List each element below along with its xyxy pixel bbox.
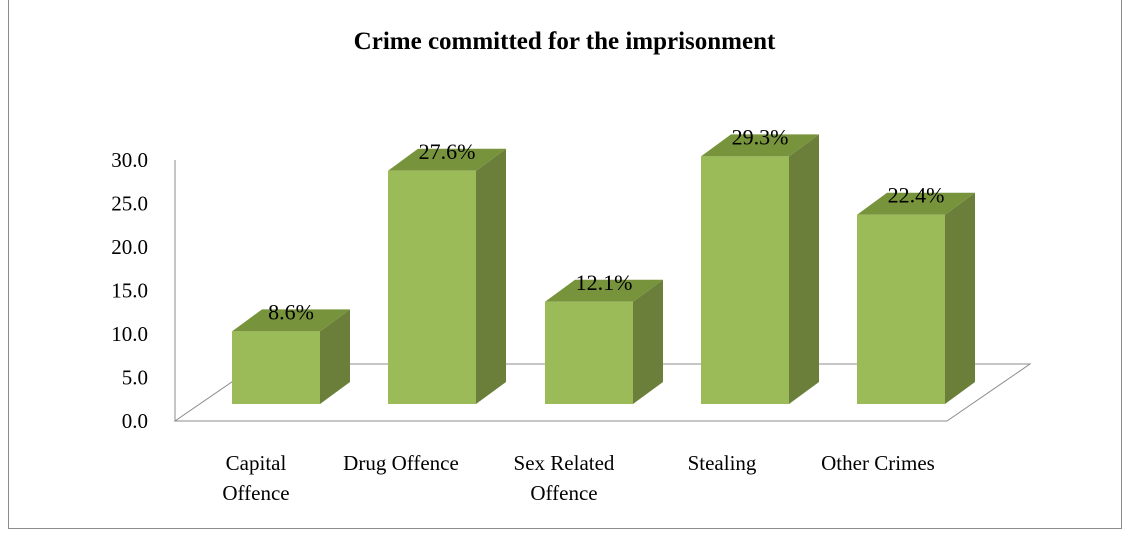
bar-side	[633, 279, 663, 404]
data-label: 12.1%	[576, 270, 633, 295]
category-label: Offence	[222, 481, 289, 505]
y-tick-label: 30.0	[111, 148, 148, 172]
bar	[232, 331, 320, 404]
y-tick-label: 0.0	[122, 409, 148, 433]
category-label: Capital	[226, 451, 287, 475]
bar-top	[545, 279, 663, 302]
bar	[545, 301, 633, 404]
data-label: 22.4%	[888, 183, 945, 208]
category-label: Offence	[530, 481, 597, 505]
category-label: Sex Related	[514, 451, 615, 475]
y-tick-label: 5.0	[122, 366, 148, 390]
bar	[701, 156, 789, 404]
y-tick-label: 10.0	[111, 322, 148, 346]
chart-title: Crime committed for the imprisonment	[353, 28, 776, 55]
data-label: 8.6%	[268, 299, 314, 324]
bar-top	[701, 134, 819, 157]
bar-side	[945, 192, 975, 404]
category-label: Drug Offence	[343, 451, 459, 475]
bar-top	[857, 192, 975, 215]
bar	[388, 170, 476, 404]
data-label: 29.3%	[732, 124, 789, 149]
y-tick-label: 20.0	[111, 235, 148, 259]
bar-side	[320, 309, 350, 404]
y-tick-label: 15.0	[111, 279, 148, 303]
y-tick-label: 25.0	[111, 192, 148, 216]
bar	[857, 214, 945, 404]
category-label: Other Crimes	[821, 451, 935, 475]
bar-top	[388, 148, 506, 171]
category-label: Stealing	[688, 451, 757, 475]
data-label: 27.6%	[419, 139, 476, 164]
bar-side	[476, 148, 506, 404]
bar-top	[232, 309, 350, 332]
bar-side	[789, 134, 819, 405]
